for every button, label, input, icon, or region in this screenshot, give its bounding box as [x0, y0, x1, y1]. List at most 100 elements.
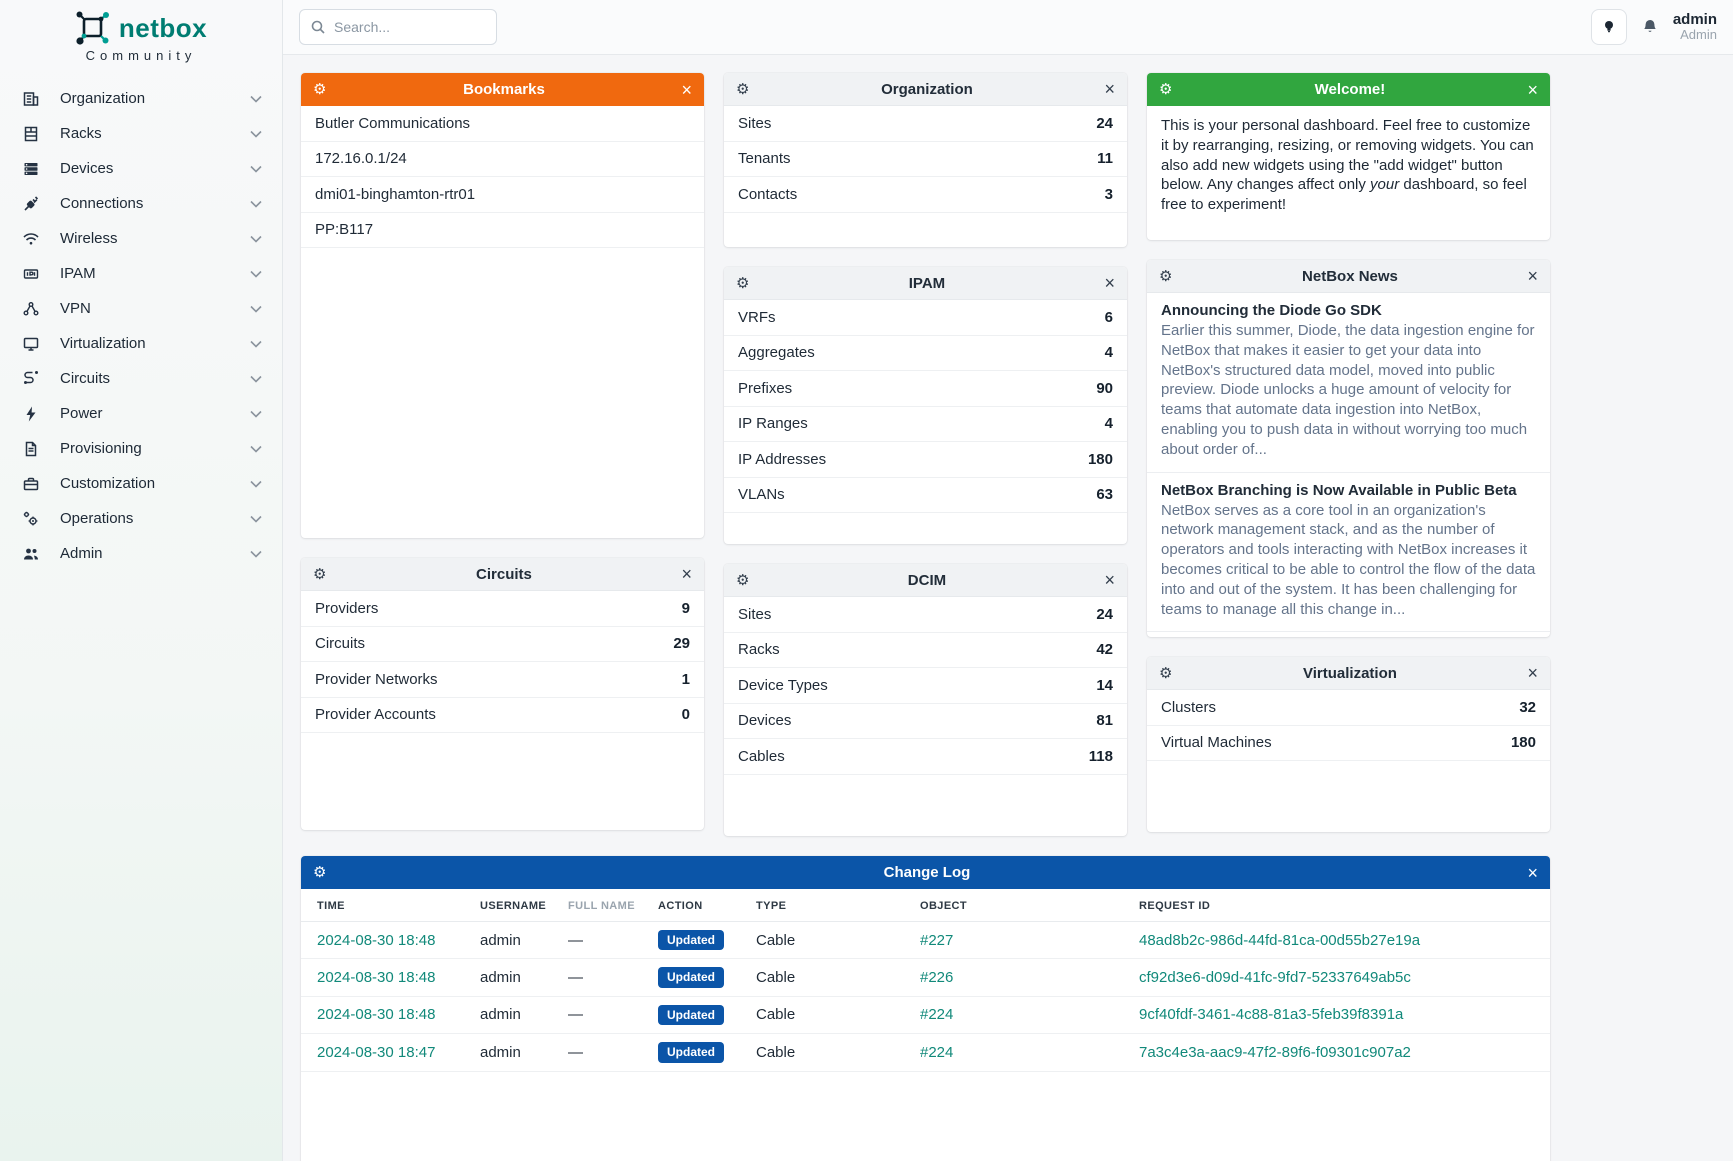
change-object-link[interactable]: #226	[920, 969, 954, 987]
sidebar-item-vpn[interactable]: VPN	[0, 291, 282, 326]
brand-wordmark: netbox	[118, 12, 208, 43]
stat-row[interactable]: Provider Accounts 0	[301, 698, 704, 733]
widget-title: Virtualization	[1303, 664, 1397, 682]
plug-icon	[22, 195, 42, 213]
stat-row[interactable]: Racks 42	[724, 633, 1127, 668]
widget-title: Circuits	[476, 565, 532, 583]
search-input[interactable]	[334, 19, 486, 35]
stat-row[interactable]: VRFs 6	[724, 300, 1127, 336]
server-icon	[22, 160, 42, 178]
column-header-action: ACTION	[650, 889, 748, 922]
stat-row[interactable]: Circuits 29	[301, 627, 704, 662]
sidebar-item-customization[interactable]: Customization	[0, 466, 282, 501]
netbox-logo-icon	[75, 10, 111, 46]
stat-row[interactable]: VLANs 63	[724, 478, 1127, 513]
news-article-excerpt: Earlier this summer, Diode, the data ing…	[1161, 322, 1535, 458]
sidebar-item-virtualization[interactable]: Virtualization	[0, 326, 282, 361]
gear-icon[interactable]: ⚙	[736, 571, 750, 589]
change-time-link[interactable]: 2024-08-30 18:48	[317, 931, 436, 949]
stat-row[interactable]: Sites 24	[724, 597, 1127, 633]
bookmark-item[interactable]: PP:B117	[301, 213, 704, 248]
change-object-link[interactable]: #224	[920, 1006, 954, 1024]
chevron-down-icon	[250, 445, 262, 453]
close-icon[interactable]: ×	[681, 79, 692, 100]
sidebar-item-ipam[interactable]: IPAM	[0, 256, 282, 291]
stat-row[interactable]: Virtual Machines 180	[1147, 726, 1550, 761]
change-type: Cable	[748, 958, 912, 997]
sidebar-item-label: IPAM	[60, 265, 96, 282]
widget-netbox-news: ⚙ NetBox News × Announcing the Diode Go …	[1147, 260, 1550, 637]
status-badge: Updated	[658, 1042, 724, 1063]
gear-icon[interactable]: ⚙	[313, 864, 327, 881]
stat-row[interactable]: IP Ranges 4	[724, 407, 1127, 442]
close-icon[interactable]: ×	[1527, 862, 1538, 883]
sidebar-item-circuits[interactable]: Circuits	[0, 361, 282, 396]
change-request-id-link[interactable]: 48ad8b2c-986d-44fd-81ca-00d55b27e19a	[1139, 931, 1421, 949]
sidebar-item-label: Organization	[60, 90, 146, 107]
gear-icon[interactable]: ⚙	[736, 80, 750, 98]
sidebar-item-admin[interactable]: Admin	[0, 536, 282, 571]
change-request-id-link[interactable]: 9cf40fdf-3461-4c88-81a3-5feb39f8391a	[1139, 1006, 1404, 1024]
close-icon[interactable]: ×	[1104, 79, 1115, 99]
briefcase-icon	[22, 475, 42, 493]
stat-row[interactable]: Providers 9	[301, 591, 704, 627]
bookmark-item[interactable]: dmi01-binghamton-rtr01	[301, 177, 704, 213]
stat-row[interactable]: Tenants 11	[724, 142, 1127, 177]
stat-row[interactable]: Cables 118	[724, 739, 1127, 775]
close-icon[interactable]: ×	[1104, 570, 1115, 590]
close-icon[interactable]: ×	[1527, 79, 1538, 100]
sidebar-item-provisioning[interactable]: Provisioning	[0, 431, 282, 466]
close-icon[interactable]: ×	[1104, 273, 1115, 293]
change-object-link[interactable]: #224	[920, 1043, 954, 1061]
change-time-link[interactable]: 2024-08-30 18:47	[317, 1043, 436, 1061]
stat-row[interactable]: Prefixes 90	[724, 371, 1127, 407]
change-time-link[interactable]: 2024-08-30 18:48	[317, 969, 436, 987]
sidebar-item-label: Power	[60, 405, 103, 422]
stat-row[interactable]: Sites 24	[724, 106, 1127, 142]
notifications-button[interactable]	[1641, 18, 1659, 36]
user-name: admin	[1672, 10, 1717, 28]
stat-row[interactable]: Clusters 32	[1147, 690, 1550, 726]
gear-icon[interactable]: ⚙	[1159, 664, 1173, 682]
close-icon[interactable]: ×	[1527, 266, 1538, 286]
theme-toggle-button[interactable]	[1590, 9, 1627, 45]
sidebar-item-wireless[interactable]: Wireless	[0, 221, 282, 256]
change-request-id-link[interactable]: cf92d3e6-d09d-41fc-9fd7-52337649ab5c	[1139, 969, 1411, 987]
brand[interactable]: netbox Community	[0, 10, 282, 63]
gear-icon[interactable]: ⚙	[1159, 81, 1173, 98]
sidebar-item-operations[interactable]: Operations	[0, 501, 282, 536]
gear-icon[interactable]: ⚙	[1159, 267, 1173, 285]
gear-icon[interactable]: ⚙	[313, 81, 327, 98]
stat-row[interactable]: Devices 81	[724, 704, 1127, 739]
sidebar-item-power[interactable]: Power	[0, 396, 282, 431]
gear-icon[interactable]: ⚙	[313, 565, 327, 583]
change-type: Cable	[748, 1033, 912, 1072]
sidebar-item-organization[interactable]: Organization	[0, 81, 282, 116]
change-full-name: —	[560, 996, 650, 1035]
news-article-title[interactable]: Announcing the Diode Go SDK	[1161, 302, 1382, 319]
stat-row[interactable]: Contacts 3	[724, 177, 1127, 213]
sidebar-item-racks[interactable]: Racks	[0, 116, 282, 151]
user-menu[interactable]: admin Admin	[1673, 11, 1717, 43]
close-icon[interactable]: ×	[1527, 663, 1538, 683]
change-request-id-link[interactable]: 7a3c4e3a-aac9-47f2-89f6-f09301c907a2	[1139, 1043, 1411, 1061]
bookmark-item[interactable]: 172.16.0.1/24	[301, 142, 704, 177]
news-article-title[interactable]: NetBox Branching is Now Available in Pub…	[1161, 481, 1517, 499]
change-time-link[interactable]: 2024-08-30 18:48	[317, 1006, 436, 1024]
sidebar-item-label: Customization	[60, 475, 156, 492]
bookmark-item[interactable]: Butler Communications	[301, 106, 704, 142]
widget-title: Bookmarks	[463, 81, 545, 98]
sidebar-item-connections[interactable]: Connections	[0, 186, 282, 221]
sidebar-item-label: Operations	[60, 510, 134, 527]
stat-row[interactable]: IP Addresses 180	[724, 442, 1127, 478]
close-icon[interactable]: ×	[681, 564, 692, 584]
table-header-row: TIME USERNAME FULL NAME ACTION TYPE OBJE…	[301, 889, 1550, 922]
stat-row[interactable]: Aggregates 4	[724, 336, 1127, 371]
stat-row[interactable]: Provider Networks 1	[301, 662, 704, 698]
gear-icon[interactable]: ⚙	[736, 274, 750, 292]
stat-row[interactable]: Device Types 14	[724, 668, 1127, 704]
change-object-link[interactable]: #227	[920, 931, 954, 949]
sidebar-item-devices[interactable]: Devices	[0, 151, 282, 186]
sidebar-item-label: Racks	[60, 125, 102, 142]
search-box[interactable]	[299, 9, 497, 45]
